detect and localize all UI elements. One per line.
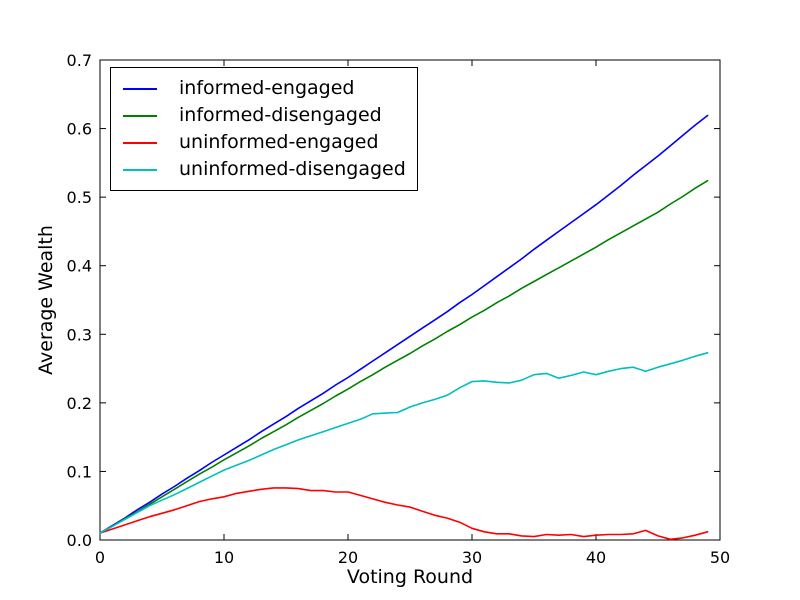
- plot-frame: [99, 59, 721, 541]
- legend-label: uninformed-disengaged: [179, 158, 406, 180]
- y-tick-label: 0.6: [67, 120, 92, 139]
- legend-item: informed-engaged: [123, 75, 407, 102]
- series-line-uninformed-engaged: [99, 487, 709, 541]
- x-tick-label: 40: [586, 548, 606, 567]
- y-tick-label: 0.4: [67, 257, 92, 276]
- series-line-uninformed-disengaged: [99, 351, 709, 534]
- series-line-informed-engaged: [99, 114, 709, 534]
- y-tick-label: 0.3: [67, 325, 92, 344]
- x-tick-label: 20: [338, 548, 358, 567]
- legend-line-swatch: [123, 168, 157, 171]
- legend-label: informed-engaged: [179, 77, 355, 99]
- legend-item: uninformed-engaged: [123, 129, 407, 156]
- series-layer: [99, 114, 709, 541]
- legend-line-swatch: [123, 87, 157, 90]
- legend-item: uninformed-disengaged: [123, 156, 407, 183]
- x-axis-label: Voting Round: [347, 566, 473, 588]
- y-tick-label: 0.7: [67, 51, 92, 70]
- legend-line-swatch: [123, 141, 157, 144]
- legend-line-swatch: [123, 114, 157, 117]
- x-tick-label: 10: [214, 548, 234, 567]
- legend-label: uninformed-engaged: [179, 131, 379, 153]
- y-tick-label: 0.2: [67, 394, 92, 413]
- x-tick-label: 0: [95, 548, 105, 567]
- legend-item: informed-disengaged: [123, 102, 407, 129]
- y-tick-label: 0.1: [67, 462, 92, 481]
- series-line-informed-disengaged: [99, 179, 709, 534]
- legend-label: informed-disengaged: [179, 104, 382, 126]
- y-tick-label: 0.5: [67, 188, 92, 207]
- y-tick-label: 0.0: [67, 531, 92, 550]
- x-tick-label: 50: [710, 548, 730, 567]
- y-axis-label: Average Wealth: [35, 225, 57, 375]
- x-tick-label: 30: [462, 548, 482, 567]
- legend: informed-engaged informed-disengaged uni…: [110, 67, 418, 191]
- axes-layer: 0 10 20 30 40 50 0.0 0.1 0.2 0.3 0.4 0.5 0.6 0.7: [67, 51, 731, 567]
